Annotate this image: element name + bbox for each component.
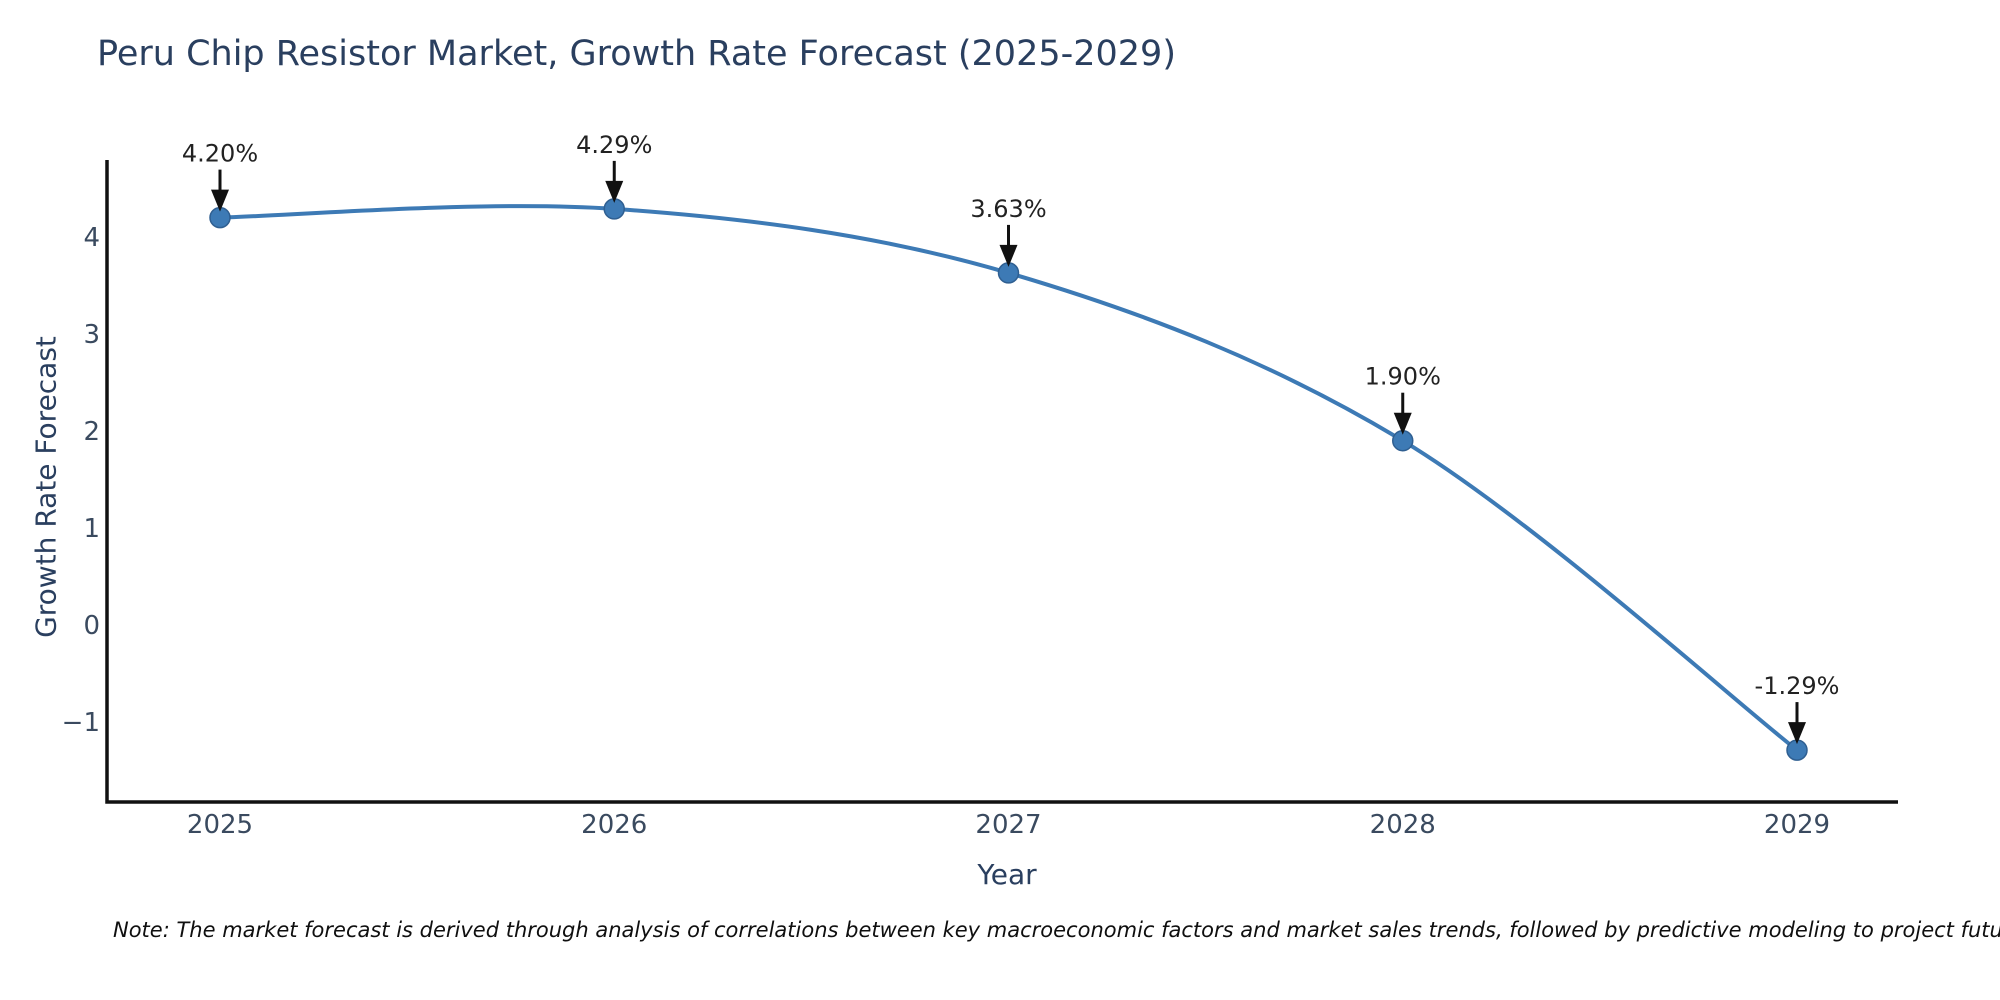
annotation-arrowhead-icon [605,180,624,203]
footnote: Note: The market forecast is derived thr… [113,918,2000,942]
y-tick-label: 2 [83,417,100,447]
y-tick-label: 3 [83,320,100,350]
data-point-label: 4.29% [576,131,652,159]
annotation-arrowhead-icon [1788,722,1806,745]
y-axis-title: Growth Rate Forecast [29,336,63,638]
y-tick-label: 4 [83,223,100,253]
x-tick-label: 2026 [581,810,647,840]
forecast-line [218,204,1799,753]
data-point-label: -1.29% [1755,672,1840,700]
data-point-label: 3.63% [970,195,1046,223]
x-tick-label: 2025 [187,810,253,840]
axis-spine [105,160,1898,804]
x-tick-label: 2027 [975,810,1041,840]
x-axis-title: Year [977,858,1037,891]
y-tick-label: 0 [83,611,100,641]
y-tick-label: 1 [83,514,100,544]
data-point-label: 4.20% [182,140,258,168]
y-tick-label: −1 [62,708,100,738]
data-point-label: 1.90% [1365,363,1441,391]
annotation-arrowhead-icon [211,189,229,212]
chart-title: Peru Chip Resistor Market, Growth Rate F… [97,34,1176,74]
annotation-arrowhead-icon [999,244,1018,267]
annotation-arrowhead-icon [1393,412,1412,435]
x-tick-label: 2029 [1764,810,1830,840]
x-tick-label: 2028 [1370,810,1436,840]
